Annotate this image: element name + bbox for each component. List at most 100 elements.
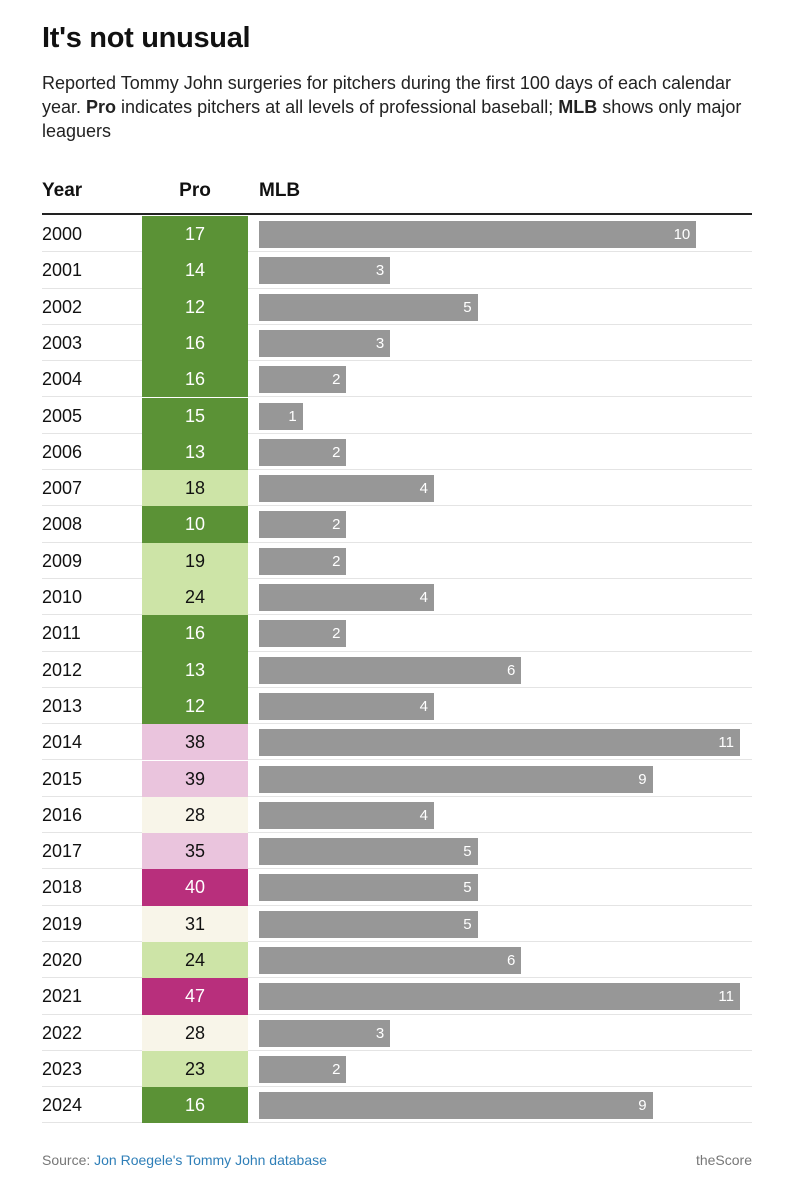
pro-cell: 47 bbox=[142, 978, 248, 1015]
table-row: 2022 28 3 bbox=[0, 1014, 795, 1051]
year-label: 2012 bbox=[42, 659, 83, 680]
column-header-mlb: MLB bbox=[259, 180, 301, 201]
mlb-bar: 4 bbox=[259, 692, 434, 720]
mlb-value-label: 6 bbox=[507, 952, 516, 969]
mlb-bar: 9 bbox=[259, 765, 653, 793]
row-divider bbox=[42, 650, 752, 652]
mlb-value-label: 6 bbox=[507, 661, 516, 679]
table-row: 2024 16 9 bbox=[0, 1087, 795, 1124]
year-label: 2017 bbox=[42, 841, 83, 862]
mlb-value-label: 1 bbox=[288, 407, 297, 425]
pro-cell: 12 bbox=[142, 687, 248, 725]
row-divider bbox=[42, 614, 752, 616]
row-divider bbox=[42, 904, 752, 906]
row-divider bbox=[42, 1122, 752, 1124]
year-label: 2009 bbox=[42, 550, 83, 571]
pro-cell: 16 bbox=[142, 615, 248, 652]
pro-cell: 12 bbox=[142, 288, 248, 325]
pro-cell: 40 bbox=[142, 869, 248, 906]
table-row: 2006 13 2 bbox=[0, 433, 795, 471]
year-label: 2022 bbox=[42, 1022, 83, 1043]
mlb-value-label: 2 bbox=[332, 371, 341, 389]
mlb-bar: 5 bbox=[259, 293, 478, 321]
year-label: 2002 bbox=[42, 296, 83, 317]
mlb-bar: 2 bbox=[259, 1055, 347, 1083]
year-label: 2008 bbox=[42, 514, 83, 535]
year-label: 2020 bbox=[42, 950, 83, 970]
mlb-bar: 5 bbox=[259, 874, 478, 902]
mlb-value-label: 5 bbox=[463, 298, 472, 316]
table-row: 2001 14 3 bbox=[0, 252, 795, 289]
pro-cell: 15 bbox=[142, 397, 248, 434]
row-divider bbox=[42, 832, 752, 834]
year-label: 2004 bbox=[42, 369, 83, 390]
mlb-value-label: 5 bbox=[463, 915, 472, 933]
mlb-bar: 2 bbox=[259, 547, 347, 575]
row-divider bbox=[42, 505, 752, 507]
source-note: Source: Jon Roegele's Tommy John databas… bbox=[42, 1152, 327, 1168]
year-label: 2023 bbox=[42, 1058, 83, 1079]
table-row: 2023 23 2 bbox=[0, 1050, 795, 1088]
pro-cell: 31 bbox=[142, 905, 248, 942]
pro-cell: 16 bbox=[142, 324, 248, 362]
mlb-bar: 4 bbox=[259, 801, 434, 829]
table-row: 2012 13 6 bbox=[0, 651, 795, 688]
subtitle-part-3: shows only major leaguers bbox=[42, 97, 742, 141]
row-divider bbox=[42, 469, 752, 471]
pro-cell: 39 bbox=[142, 760, 248, 797]
pro-cell: 18 bbox=[142, 470, 248, 507]
table-row: 2005 15 1 bbox=[0, 397, 795, 434]
row-divider bbox=[42, 1013, 752, 1015]
mlb-value-label: 3 bbox=[375, 1024, 385, 1042]
subtitle-mlb-term: MLB bbox=[558, 97, 598, 117]
year-label: 2015 bbox=[42, 768, 83, 789]
table-row: 2011 16 2 bbox=[0, 615, 795, 652]
mlb-bar: 2 bbox=[259, 511, 347, 539]
mlb-bar: 3 bbox=[259, 257, 391, 285]
year-label: 2019 bbox=[42, 913, 83, 934]
subtitle-pro-term: Pro bbox=[86, 97, 117, 117]
table-row: 2014 38 11 bbox=[0, 724, 795, 761]
table-row: 2000 17 10 bbox=[0, 216, 795, 253]
table-row: 2013 12 4 bbox=[0, 687, 795, 725]
row-divider bbox=[42, 795, 752, 797]
row-divider bbox=[42, 396, 752, 398]
year-label: 2001 bbox=[42, 260, 83, 281]
column-header-year: Year bbox=[42, 180, 83, 201]
row-divider bbox=[42, 723, 752, 725]
mlb-value-label: 3 bbox=[375, 262, 385, 280]
mlb-value-label: 4 bbox=[419, 806, 428, 824]
mlb-value-label: 4 bbox=[419, 697, 428, 715]
pro-cell: 23 bbox=[142, 1050, 248, 1088]
chart-subtitle: Reported Tommy John surgeries for pitche… bbox=[42, 71, 762, 143]
mlb-value-label: 2 bbox=[332, 516, 341, 534]
mlb-bar: 4 bbox=[259, 475, 434, 503]
source-link[interactable]: Jon Roegele's Tommy John database bbox=[94, 1152, 327, 1168]
pro-cell: 13 bbox=[142, 433, 248, 471]
brand-logo-text: theScore bbox=[695, 1152, 752, 1168]
mlb-bar: 5 bbox=[259, 910, 478, 938]
year-label: 2010 bbox=[42, 587, 83, 607]
year-label: 2003 bbox=[42, 332, 83, 353]
pro-cell: 28 bbox=[142, 796, 248, 834]
row-divider bbox=[42, 1049, 752, 1051]
pro-cell: 14 bbox=[142, 252, 248, 289]
mlb-value-label: 5 bbox=[463, 843, 472, 861]
mlb-value-label: 9 bbox=[638, 770, 647, 788]
year-label: 2014 bbox=[42, 732, 83, 753]
mlb-bar: 2 bbox=[259, 620, 347, 648]
mlb-bar: 10 bbox=[259, 221, 697, 248]
mlb-bar: 6 bbox=[259, 947, 522, 974]
pro-cell: 24 bbox=[142, 579, 248, 616]
mlb-bar: 3 bbox=[259, 329, 391, 357]
table-row: 2018 40 5 bbox=[0, 869, 795, 906]
row-divider bbox=[42, 759, 752, 761]
chart-title: It's not unusual bbox=[42, 22, 251, 54]
pro-cell: 16 bbox=[142, 1087, 248, 1124]
mlb-bar: 9 bbox=[259, 1092, 653, 1120]
mlb-bar: 2 bbox=[259, 438, 347, 466]
row-divider bbox=[42, 287, 752, 289]
year-label: 2021 bbox=[42, 986, 83, 1007]
mlb-bar: 3 bbox=[259, 1019, 391, 1047]
table-row: 2002 12 5 bbox=[0, 288, 795, 325]
